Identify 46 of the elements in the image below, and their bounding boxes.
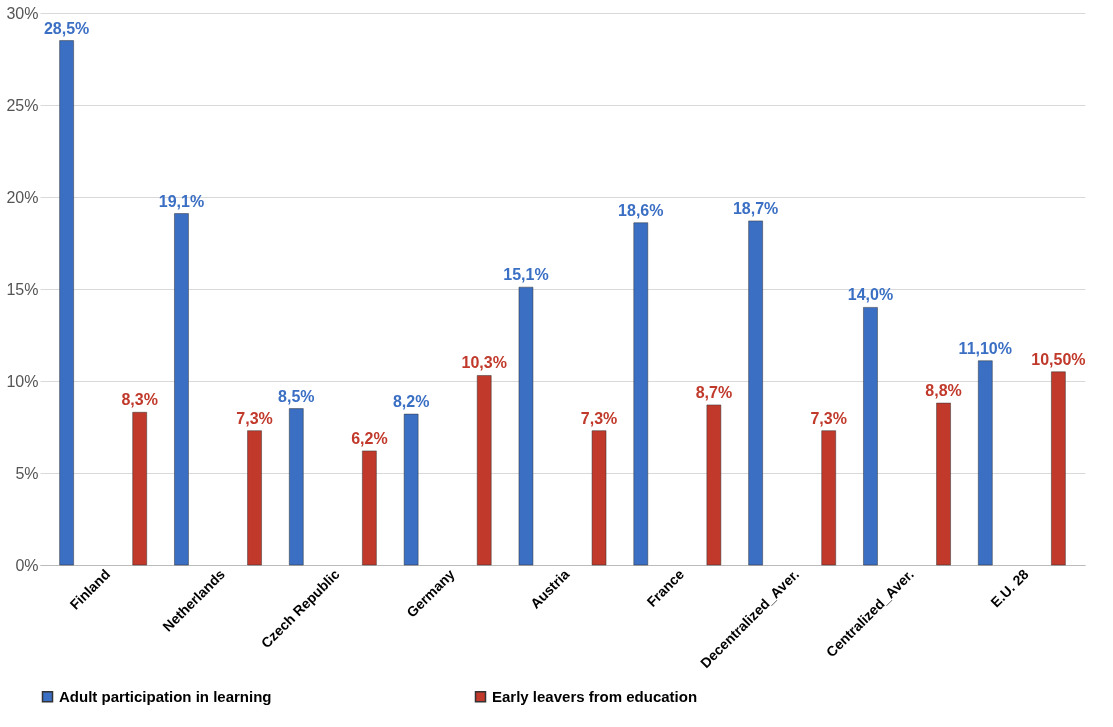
bar <box>978 360 993 566</box>
bar <box>247 430 262 566</box>
bar <box>403 413 419 566</box>
y-tick-label: 20% <box>6 188 39 206</box>
legend-label: Early leavers from education <box>492 687 698 705</box>
data-label: 28,5% <box>43 19 90 37</box>
data-label: 10,3% <box>461 354 507 372</box>
data-label: 10,50% <box>1031 350 1086 368</box>
y-tick-label: 0% <box>15 556 39 574</box>
bar <box>289 408 304 566</box>
bar <box>132 412 147 566</box>
bar <box>476 375 492 566</box>
data-label: 14,0% <box>847 286 894 304</box>
data-label: 8,7% <box>695 383 733 401</box>
y-tick-label: 15% <box>6 280 39 298</box>
bar <box>633 222 649 566</box>
bar <box>863 307 878 566</box>
data-label: 8,5% <box>278 387 315 405</box>
bar <box>821 430 836 566</box>
data-label: 7,3% <box>810 409 847 427</box>
y-tick-label: 10% <box>6 372 39 390</box>
x-tick-label: E.U. 28 <box>987 565 1032 611</box>
bar <box>748 220 763 566</box>
bar <box>706 404 722 566</box>
bar <box>59 40 74 566</box>
y-tick-label: 25% <box>6 96 39 114</box>
bar <box>174 213 189 566</box>
data-label: 18,7% <box>732 199 779 217</box>
bar <box>591 430 607 566</box>
data-label: 7,3% <box>236 409 273 427</box>
data-label: 18,6% <box>618 201 664 219</box>
legend-label: Adult participation in learning <box>59 687 272 705</box>
data-label: 11,10% <box>958 339 1012 357</box>
bar <box>362 450 377 566</box>
y-tick-label: 30% <box>6 4 39 22</box>
data-label: 8,8% <box>925 382 962 400</box>
y-tick-label: 5% <box>15 464 39 482</box>
data-label: 7,3% <box>580 409 618 427</box>
data-label: 8,2% <box>392 393 430 411</box>
data-label: 8,3% <box>121 391 158 409</box>
bar <box>936 402 951 566</box>
data-label: 15,1% <box>503 266 549 284</box>
bar <box>1051 371 1066 566</box>
bar <box>518 286 534 566</box>
data-label: 19,1% <box>158 192 205 210</box>
data-label: 6,2% <box>351 429 388 447</box>
